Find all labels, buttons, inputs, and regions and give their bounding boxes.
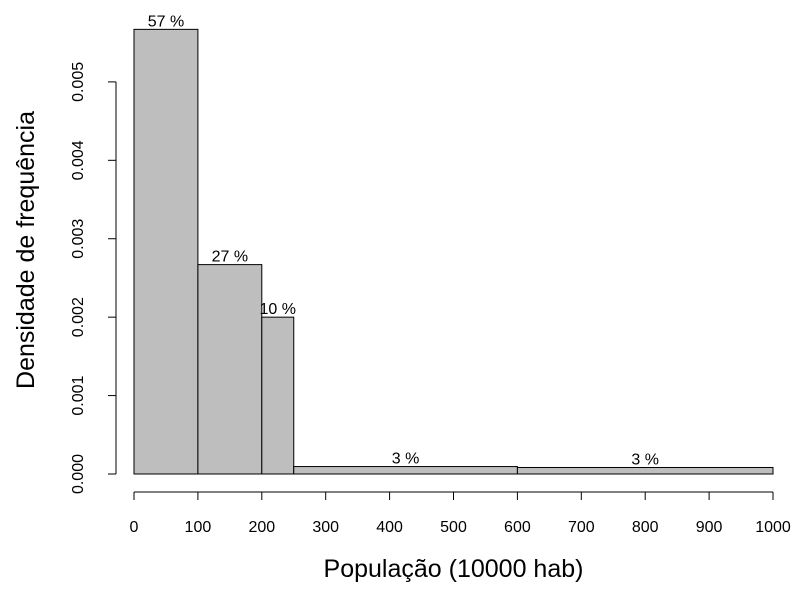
y-tick-label: 0.002 bbox=[70, 297, 87, 337]
y-tick-label: 0.005 bbox=[70, 62, 87, 102]
x-tick-label: 700 bbox=[568, 519, 595, 536]
x-tick-label: 200 bbox=[248, 519, 275, 536]
bar-percentage-label: 3 % bbox=[631, 451, 659, 468]
y-tick-label: 0.001 bbox=[70, 375, 87, 415]
y-axis-title: Densidade de frequência bbox=[12, 111, 40, 389]
bar-percentage-label: 57 % bbox=[148, 13, 184, 30]
x-tick-label: 0 bbox=[130, 519, 139, 536]
bars-layer bbox=[133, 28, 774, 475]
x-tick-label: 100 bbox=[185, 519, 212, 536]
y-tick-label: 0.000 bbox=[70, 454, 87, 494]
histogram-bar bbox=[516, 466, 774, 475]
bar-percentage-label: 27 % bbox=[212, 249, 248, 266]
x-tick-label: 400 bbox=[376, 519, 403, 536]
histogram-bar bbox=[293, 466, 518, 475]
bar-labels-layer: 57 % 27 % 10 % 3 % 3 % bbox=[148, 13, 659, 468]
x-tick-label: 600 bbox=[504, 519, 531, 536]
y-tick-label: 0.003 bbox=[70, 219, 87, 259]
x-tick-label: 300 bbox=[312, 519, 339, 536]
x-tick-label: 800 bbox=[632, 519, 659, 536]
x-axis: 0 100 200 300 400 500 600 700 800 900 1000 bbox=[130, 491, 791, 536]
bar-percentage-label: 3 % bbox=[392, 451, 420, 468]
x-tick-label: 500 bbox=[440, 519, 467, 536]
histogram-bar bbox=[197, 264, 263, 475]
x-tick-label: 900 bbox=[696, 519, 723, 536]
x-tick-label: 1000 bbox=[755, 519, 791, 536]
bar-percentage-label: 10 % bbox=[260, 301, 296, 318]
y-axis: 0.000 0.001 0.002 0.003 0.004 0.005 bbox=[70, 62, 117, 494]
histogram-bar bbox=[261, 316, 295, 475]
histogram-bar bbox=[133, 28, 199, 475]
y-tick-label: 0.004 bbox=[70, 140, 87, 180]
x-axis-title: População (10000 hab) bbox=[324, 555, 584, 583]
